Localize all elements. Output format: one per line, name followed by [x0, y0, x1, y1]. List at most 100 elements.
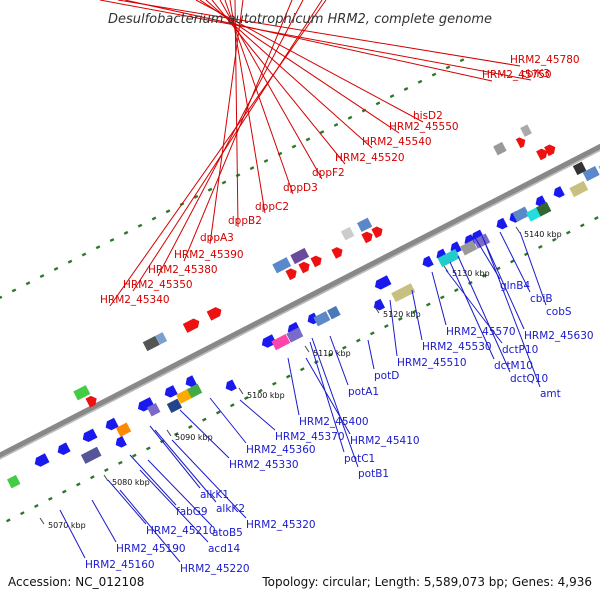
feature-box-24 — [572, 161, 587, 176]
feature-box-25 — [80, 446, 102, 464]
tick-dot-outer — [305, 137, 311, 142]
feature-box-9-shape — [6, 474, 21, 489]
bottom-label-26: amt — [540, 388, 561, 400]
tick-dot-inner — [440, 295, 445, 300]
reverse-gene-19-shape — [553, 186, 565, 198]
feature-box-8-shape — [73, 385, 91, 401]
feature-box-9 — [6, 474, 21, 489]
forward-gene-small-b — [515, 137, 526, 149]
reverse-gene-19 — [553, 186, 565, 198]
top-label-10: dppB2 — [228, 215, 262, 227]
tick-dot-outer — [333, 122, 339, 127]
tick-dot-inner — [216, 410, 221, 415]
reverse-gene-far-0-shape — [115, 435, 127, 448]
tick-dot-inner — [510, 259, 515, 264]
tick-dot-inner — [34, 504, 39, 508]
feature-box-13 — [327, 305, 341, 320]
top-label-13: HRM2_45380 — [148, 264, 218, 276]
feature-box-30-shape — [166, 398, 183, 413]
bottom-leader-12 — [239, 399, 276, 431]
top-label-14: HRM2_45350 — [123, 279, 193, 291]
bottom-leader-27 — [499, 231, 531, 293]
bottom-leader-6 — [147, 459, 213, 527]
bottom-label-21: HRM2_45570 — [446, 326, 516, 338]
feature-box-3 — [357, 217, 373, 233]
tick-dot-inner — [384, 324, 389, 329]
reverse-gene-10 — [374, 275, 392, 290]
feature-box-26 — [115, 422, 132, 437]
feature-box-30 — [166, 398, 183, 413]
reverse-gene-5-shape — [164, 385, 178, 398]
tick-label-7: 5140 kbp — [524, 230, 562, 239]
top-leader-7 — [219, 0, 323, 180]
top-leader-1 — [117, 0, 521, 67]
bottom-leader-4 — [107, 479, 147, 525]
tick-dot-inner — [48, 496, 53, 501]
reverse-gene-6 — [185, 375, 197, 387]
tick-dot-inner — [370, 331, 375, 336]
tick-label-5: 5120 kbp — [383, 310, 421, 319]
forward-gene-small-a-shape — [85, 395, 97, 408]
feature-box-29 — [187, 383, 203, 399]
tick-dot-inner — [6, 518, 11, 523]
tick-dot-outer — [375, 101, 381, 106]
bottom-leader-18 — [367, 339, 375, 370]
tick-dot-inner — [62, 489, 67, 494]
forward-gene-6 — [361, 231, 373, 244]
tick-mark-0 — [39, 517, 45, 525]
reverse-gene-2-shape — [82, 428, 98, 443]
reverse-gene-7 — [261, 334, 277, 348]
tick-dot-inner — [398, 316, 403, 321]
reverse-gene-3-shape — [105, 417, 119, 431]
top-leader-12 — [183, 0, 293, 262]
feature-box-13-shape — [327, 305, 341, 320]
top-label-6: HRM2_45520 — [335, 152, 405, 164]
forward-gene-4 — [310, 255, 322, 268]
tick-dot-inner — [272, 381, 277, 386]
bottom-leader-3 — [139, 469, 209, 543]
feature-box-4 — [142, 335, 160, 352]
forward-gene-3-shape — [298, 261, 310, 274]
tick-dot-inner — [202, 417, 207, 422]
tick-dot-inner — [132, 453, 137, 458]
forward-gene-0 — [182, 318, 200, 333]
bottom-leader-10 — [179, 409, 230, 459]
bottom-leader-2 — [119, 489, 181, 563]
bottom-label-3: acd14 — [208, 543, 241, 555]
bottom-label-16: potB1 — [358, 468, 389, 480]
bottom-label-4: HRM2_45210 — [146, 525, 216, 537]
tick-dot-inner — [188, 424, 193, 429]
tick-dot-inner — [580, 223, 585, 228]
top-label-2: HRM2_45750 — [482, 69, 552, 81]
forward-gene-1-shape — [206, 307, 222, 321]
feature-box-12 — [313, 311, 331, 327]
map-title: Desulfobacterium autotrophicum HRM2, com… — [108, 12, 492, 27]
feature-box-0 — [272, 257, 292, 274]
feature-box-2-shape — [340, 226, 355, 241]
tick-dot-outer — [137, 223, 143, 228]
bottom-label-0: HRM2_45160 — [85, 559, 155, 571]
feature-box-24-shape — [572, 161, 587, 176]
tick-dot-inner — [258, 388, 263, 393]
tick-dot-outer — [459, 58, 465, 63]
feature-box-7-shape — [493, 141, 507, 156]
feature-box-10-shape — [271, 334, 291, 351]
bottom-leader-20 — [411, 289, 423, 341]
tick-dot-inner — [552, 237, 557, 242]
tick-dot-inner — [146, 446, 151, 451]
feature-box-1-shape — [290, 247, 310, 265]
feature-box-5 — [155, 332, 168, 345]
bottom-leader-11 — [209, 397, 247, 444]
bottom-leader-5 — [129, 454, 177, 506]
reverse-gene-1 — [57, 442, 71, 455]
feature-box-6 — [520, 124, 532, 137]
forward-gene-4-shape — [310, 255, 322, 268]
forward-gene-7 — [371, 226, 383, 239]
top-label-3: hisD2 — [413, 110, 443, 122]
top-leader-15 — [109, 0, 327, 307]
forward-gene-6-shape — [361, 231, 373, 244]
feature-box-20-shape — [536, 202, 552, 217]
reverse-gene-16 — [496, 217, 508, 230]
feature-box-27-shape — [146, 402, 161, 417]
tick-dot-inner — [356, 338, 361, 343]
